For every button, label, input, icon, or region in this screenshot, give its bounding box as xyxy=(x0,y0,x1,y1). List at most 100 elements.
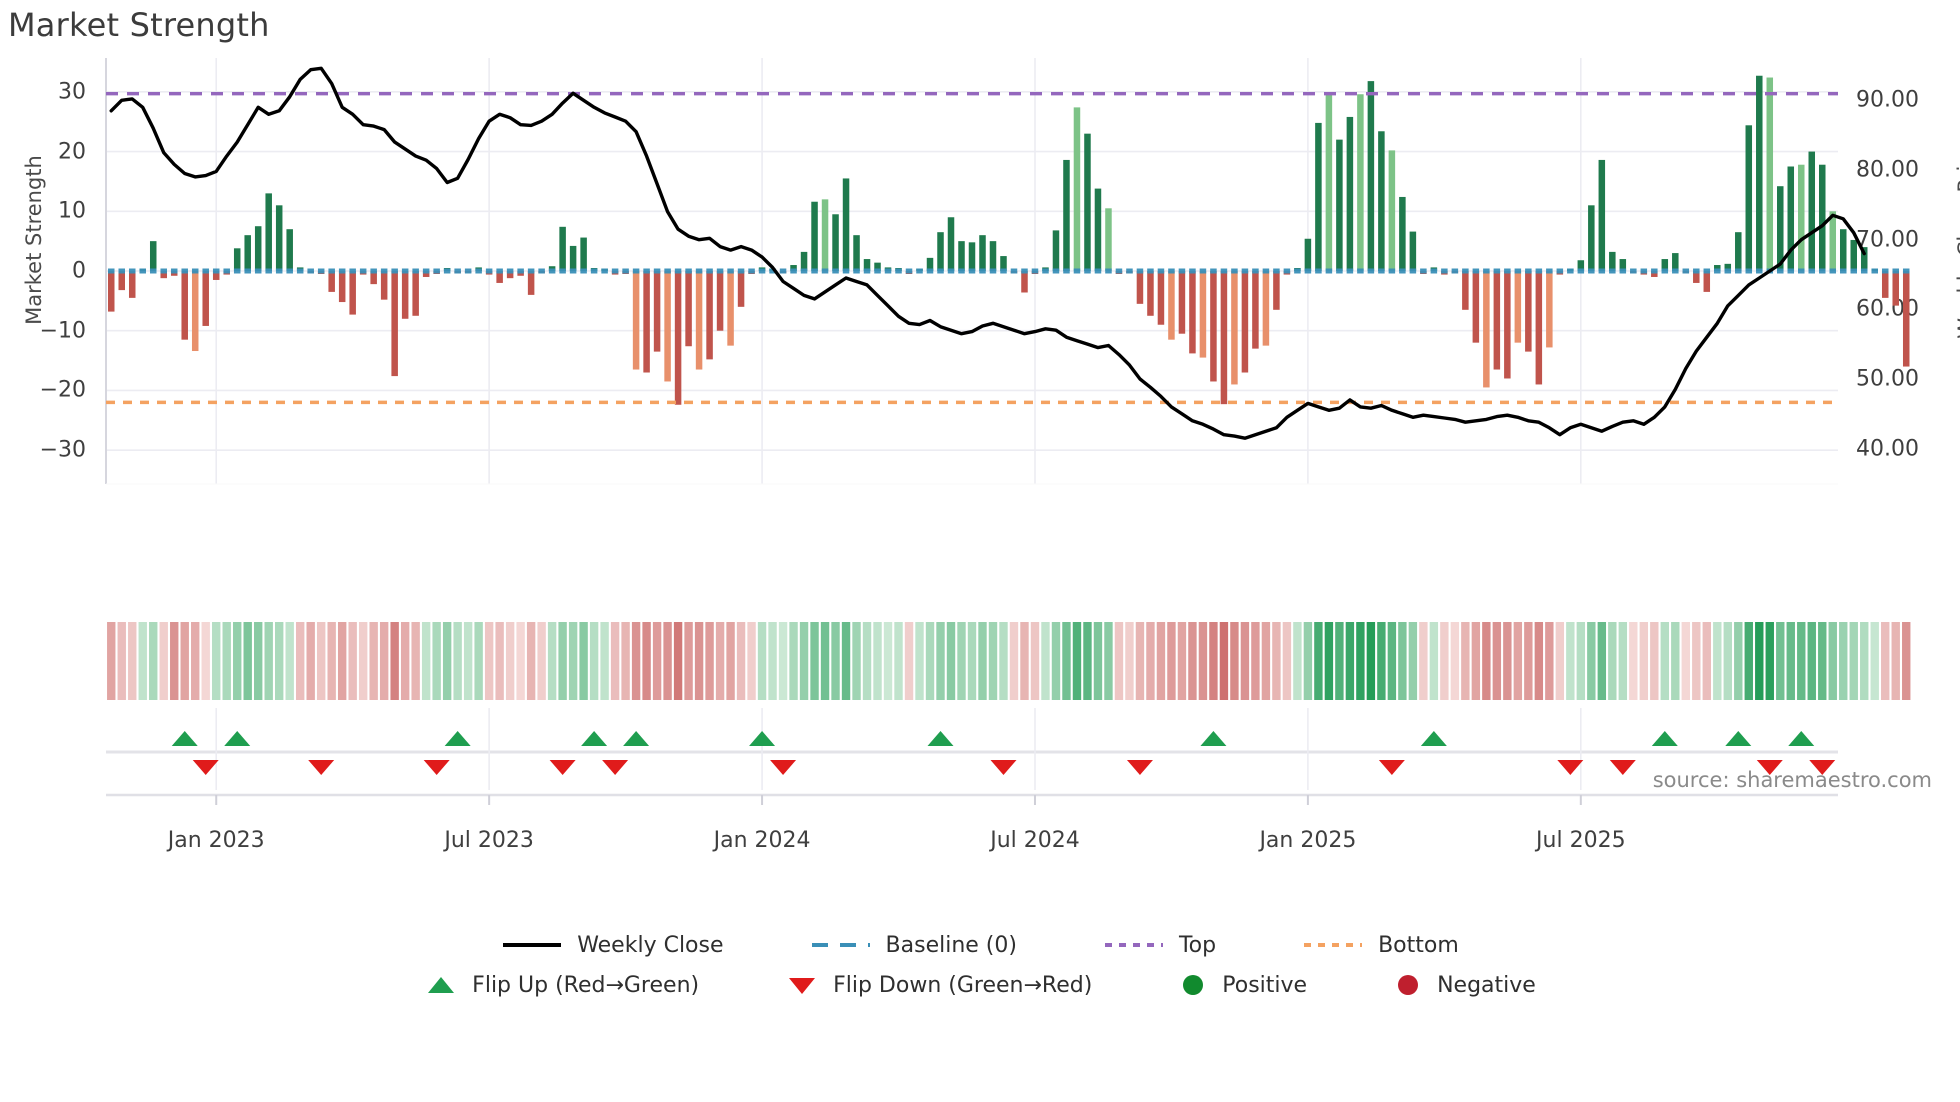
strength-bar xyxy=(1315,122,1322,271)
legend-item-negative[interactable]: Negative xyxy=(1393,973,1536,998)
flip-down-marker[interactable] xyxy=(1557,760,1584,775)
strength-bar xyxy=(286,229,293,271)
baseline-segment xyxy=(1220,268,1228,274)
flip-down-marker[interactable] xyxy=(192,760,219,775)
strength-bar xyxy=(685,271,692,347)
heatmap-cell xyxy=(547,622,557,700)
heatmap-cell xyxy=(1093,622,1103,700)
flip-up-marker[interactable] xyxy=(749,731,776,746)
line-solid-icon xyxy=(501,936,563,954)
heatmap-cell xyxy=(1261,622,1271,700)
strength-bar xyxy=(1902,271,1910,367)
flip-up-marker[interactable] xyxy=(224,731,251,746)
flip-down-marker[interactable] xyxy=(1809,760,1836,775)
baseline-segment xyxy=(1105,268,1112,274)
strength-bar xyxy=(1839,229,1847,271)
heatmap-cell xyxy=(957,622,966,700)
baseline-segment xyxy=(1325,268,1333,274)
flip-down-marker[interactable] xyxy=(308,760,335,775)
flip-down-marker[interactable] xyxy=(1609,760,1636,775)
baseline-segment xyxy=(1451,268,1459,274)
baseline-segment xyxy=(170,268,178,274)
flip-up-marker[interactable] xyxy=(1725,731,1752,746)
strength-bar xyxy=(202,271,209,326)
heatmap-cell xyxy=(1440,622,1449,700)
heatmap-cell xyxy=(558,622,567,700)
flip-up-marker[interactable] xyxy=(1788,731,1815,746)
heatmap-cell xyxy=(705,622,714,700)
strength-bar xyxy=(1724,263,1732,271)
heatmap-cell xyxy=(726,622,735,700)
baseline-segment xyxy=(443,268,451,274)
strength-bar xyxy=(1262,271,1270,346)
flip-down-marker[interactable] xyxy=(1378,760,1405,775)
baseline-segment xyxy=(1052,268,1060,274)
flip-down-marker[interactable] xyxy=(549,760,576,775)
strength-bar xyxy=(1735,232,1742,271)
baseline-segment xyxy=(496,268,503,274)
flip-up-marker[interactable] xyxy=(1420,731,1447,746)
strength-bar xyxy=(695,271,703,370)
strength-bar xyxy=(1881,271,1889,298)
flip-down-marker[interactable] xyxy=(602,760,629,775)
strength-bar xyxy=(1336,139,1343,271)
strength-bar xyxy=(1189,271,1196,354)
heatmap-cell xyxy=(295,622,305,700)
strength-bar xyxy=(811,201,818,271)
legend-item-flip-up[interactable]: Flip Up (Red→Green) xyxy=(424,973,699,998)
flip-down-marker[interactable] xyxy=(1756,760,1783,775)
strength-bar xyxy=(1105,208,1112,271)
plot-canvas xyxy=(105,58,1911,805)
legend-item-flip-down[interactable]: Flip Down (Green→Red) xyxy=(785,973,1092,998)
legend-item-weekly-close[interactable]: Weekly Close xyxy=(501,933,724,958)
baseline-segment xyxy=(1042,268,1049,274)
baseline-segment xyxy=(716,268,724,274)
baseline-segment xyxy=(1388,268,1396,274)
baseline-segment xyxy=(937,268,944,274)
legend-item-baseline[interactable]: Baseline (0) xyxy=(810,933,1017,958)
flip-up-marker[interactable] xyxy=(1200,731,1227,746)
baseline-segment xyxy=(1829,268,1837,274)
flip-up-marker[interactable] xyxy=(623,731,650,746)
flip-up-marker[interactable] xyxy=(1651,731,1678,746)
baseline-segment xyxy=(433,268,440,274)
strength-bar xyxy=(370,271,377,285)
heatmap-cell xyxy=(1818,622,1827,700)
baseline-segment xyxy=(1294,268,1301,274)
legend-item-top[interactable]: Top xyxy=(1103,933,1216,958)
heatmap-cell xyxy=(621,622,630,700)
flip-up-marker[interactable] xyxy=(444,731,471,746)
baseline-segment xyxy=(275,268,283,274)
strength-bar xyxy=(968,242,976,271)
heatmap-cell xyxy=(442,622,452,700)
strength-bar xyxy=(874,262,881,271)
flip-down-marker[interactable] xyxy=(990,760,1017,775)
baseline-segment xyxy=(874,268,881,274)
baseline-segment xyxy=(811,268,818,274)
baseline-segment xyxy=(601,268,608,274)
baseline-segment xyxy=(1819,268,1826,274)
legend-item-bottom[interactable]: Bottom xyxy=(1302,933,1459,958)
strength-bar xyxy=(1000,256,1007,271)
flip-up-marker[interactable] xyxy=(581,731,608,746)
flip-up-marker[interactable] xyxy=(927,731,954,746)
baseline-segment xyxy=(475,268,482,274)
baseline-segment xyxy=(1315,268,1322,274)
baseline-segment xyxy=(1021,268,1028,274)
strength-bar xyxy=(265,193,272,271)
baseline-segment xyxy=(1892,268,1899,274)
legend-item-positive[interactable]: Positive xyxy=(1178,973,1307,998)
baseline-segment xyxy=(1703,268,1711,274)
baseline-segment xyxy=(1714,268,1721,274)
baseline-segment xyxy=(1441,268,1448,274)
baseline-segment xyxy=(832,268,839,274)
strength-bar xyxy=(233,248,241,271)
baseline-segment xyxy=(769,268,776,274)
y-tick-right: 40.00 xyxy=(1856,436,1919,462)
flip-up-marker[interactable] xyxy=(171,731,198,746)
flip-down-marker[interactable] xyxy=(1126,760,1153,775)
baseline-segment xyxy=(1000,268,1007,274)
flip-down-marker[interactable] xyxy=(770,760,797,775)
flip-down-marker[interactable] xyxy=(423,760,450,775)
strength-bar xyxy=(1094,188,1102,271)
